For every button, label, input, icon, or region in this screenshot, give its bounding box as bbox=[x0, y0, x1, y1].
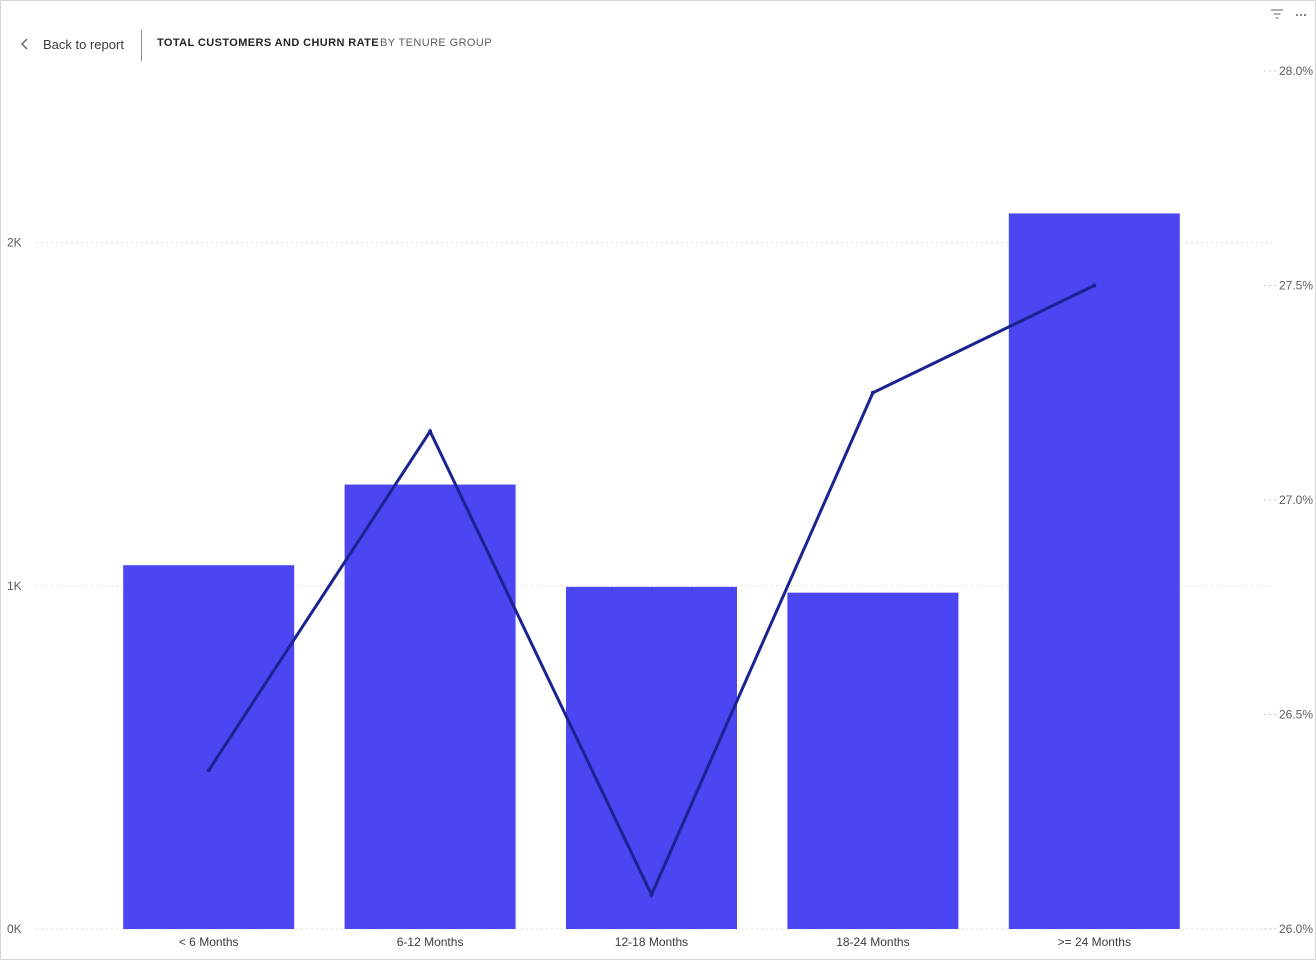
line-point[interactable] bbox=[206, 768, 211, 773]
right-tick-label: 26.5% bbox=[1279, 708, 1313, 722]
line-point[interactable] bbox=[870, 390, 875, 395]
left-tick-label: 0K bbox=[7, 922, 22, 936]
header-divider bbox=[141, 30, 142, 61]
category-label: < 6 Months bbox=[179, 935, 239, 949]
category-label: 6-12 Months bbox=[397, 935, 464, 949]
right-tick-label: 27.5% bbox=[1279, 279, 1313, 293]
chevron-left-icon bbox=[21, 38, 28, 50]
right-axis: 26.0% 26.5% 27.0% 27.5% 28.0% bbox=[1264, 64, 1313, 936]
visual-header-icons bbox=[1270, 8, 1308, 20]
category-label: 12-18 Months bbox=[615, 935, 688, 949]
line-point[interactable] bbox=[1092, 283, 1097, 288]
left-axis: 0K 1K 2K bbox=[7, 236, 22, 936]
bar[interactable] bbox=[787, 592, 959, 929]
category-axis: < 6 Months 6-12 Months 12-18 Months 18-24 M… bbox=[179, 935, 1131, 949]
back-to-report-button[interactable]: Back to report bbox=[18, 34, 124, 54]
bar-series bbox=[123, 213, 1180, 930]
right-tick-label: 28.0% bbox=[1279, 64, 1313, 78]
line-series bbox=[206, 283, 1097, 899]
bar[interactable] bbox=[1008, 213, 1180, 930]
category-label: 18-24 Months bbox=[836, 935, 909, 949]
focus-mode-header: Back to report TOTAL CUSTOMERS AND CHURN… bbox=[0, 0, 1316, 70]
more-options-icon[interactable] bbox=[1294, 8, 1308, 20]
bar[interactable] bbox=[123, 565, 295, 929]
right-tick-label: 27.0% bbox=[1279, 493, 1313, 507]
line-point[interactable] bbox=[428, 429, 433, 434]
line-point[interactable] bbox=[649, 892, 654, 897]
bar[interactable] bbox=[566, 586, 737, 929]
category-label: >= 24 Months bbox=[1058, 935, 1131, 949]
left-tick-label: 1K bbox=[7, 579, 22, 593]
right-tick-label: 26.0% bbox=[1279, 922, 1313, 936]
chart-subtitle: BY TENURE GROUP bbox=[380, 37, 492, 49]
back-to-report-label: Back to report bbox=[43, 36, 124, 52]
chart-title: TOTAL CUSTOMERS AND CHURN RATE bbox=[157, 37, 380, 49]
left-tick-label: 2K bbox=[7, 236, 22, 250]
bar[interactable] bbox=[344, 484, 516, 929]
filter-icon[interactable] bbox=[1270, 8, 1284, 20]
